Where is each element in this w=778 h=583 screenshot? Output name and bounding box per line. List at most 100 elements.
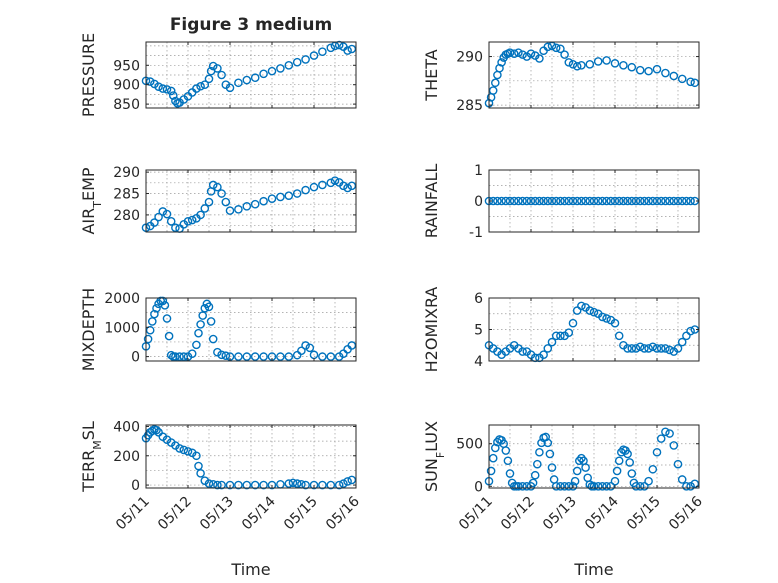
data-point: [585, 306, 595, 315]
data-point: [497, 196, 506, 206]
data-point: [267, 194, 277, 203]
data-point: [162, 85, 172, 94]
data-point: [686, 77, 695, 87]
data-point: [648, 196, 658, 206]
x-axis-label-right: Time: [573, 560, 613, 579]
data-point: [682, 196, 691, 206]
data-point: [526, 49, 536, 58]
data-point: [318, 352, 327, 361]
x-axis-label-left: Time: [230, 560, 270, 579]
data-point: [334, 480, 344, 490]
data-point: [145, 77, 155, 86]
data-point: [330, 176, 340, 185]
data-point: [326, 480, 336, 490]
y-tick-label: 850: [113, 97, 140, 113]
data-point: [575, 456, 584, 466]
data-point: [154, 82, 163, 91]
data-point: [297, 346, 306, 356]
data-point: [564, 58, 574, 67]
data-point: [602, 314, 611, 323]
data-point: [347, 475, 357, 485]
data-point: [301, 341, 310, 350]
y-tick-label: 285: [113, 187, 140, 203]
data-point: [276, 352, 285, 361]
data-point: [614, 196, 624, 206]
data-point: [572, 306, 582, 315]
data-point: [221, 197, 231, 207]
y-tick-label: 5: [474, 323, 483, 339]
data-point: [644, 344, 653, 353]
series-markers: [141, 176, 357, 233]
data-point: [677, 196, 687, 206]
data-point: [213, 182, 222, 192]
data-point: [581, 196, 590, 206]
y-tick-label: 0: [131, 350, 140, 366]
y-axis-label: H2OMIXRA: [422, 287, 441, 373]
axes-box: [145, 424, 357, 489]
data-point: [669, 441, 679, 450]
data-point: [627, 62, 637, 72]
data-point: [589, 196, 599, 206]
subplot-2: 285 290 THETA: [422, 41, 700, 114]
data-point: [343, 46, 352, 55]
y-tick-label: 2000: [104, 291, 140, 307]
data-point: [162, 314, 172, 323]
data-point: [598, 481, 607, 491]
data-point: [560, 50, 569, 59]
y-tick-label: 4: [474, 354, 483, 370]
data-point: [627, 344, 637, 353]
data-point: [568, 318, 578, 328]
data-point: [213, 347, 222, 357]
data-point: [673, 344, 683, 353]
data-point: [656, 434, 666, 443]
data-point: [276, 192, 285, 202]
data-point: [677, 337, 687, 347]
y-tick-label: 285: [456, 98, 483, 114]
data-point: [640, 196, 649, 206]
data-point: [598, 196, 607, 206]
data-point: [318, 47, 327, 57]
data-point: [598, 312, 607, 322]
data-point: [339, 181, 348, 191]
data-point: [158, 207, 168, 216]
data-point: [213, 64, 222, 73]
data-point: [619, 60, 628, 70]
data-point: [208, 61, 218, 71]
data-point: [486, 466, 496, 476]
data-point: [533, 459, 542, 469]
data-point: [171, 352, 180, 361]
data-point: [204, 74, 214, 84]
data-point: [192, 451, 201, 461]
data-point: [539, 350, 548, 360]
data-point: [640, 481, 649, 491]
data-point: [665, 196, 674, 206]
data-point: [158, 296, 168, 306]
subplot-1: 850 900 950 PRESSURE: [79, 33, 357, 117]
data-point: [347, 44, 357, 54]
data-point: [535, 54, 544, 63]
data-point: [577, 301, 586, 311]
data-point: [217, 480, 226, 490]
data-point: [635, 196, 645, 206]
data-point: [564, 481, 574, 491]
data-point: [259, 480, 268, 490]
data-point: [187, 215, 197, 225]
data-point: [551, 481, 561, 491]
data-point: [644, 66, 653, 76]
data-point: [577, 196, 586, 206]
data-point: [518, 481, 527, 491]
data-point: [301, 480, 310, 490]
data-point: [614, 331, 624, 341]
data-point: [493, 196, 502, 206]
data-point: [505, 196, 515, 206]
data-point: [556, 196, 565, 206]
data-point: [644, 196, 653, 206]
data-point: [547, 196, 557, 206]
data-point: [568, 60, 578, 69]
data-point: [175, 444, 184, 453]
data-point: [309, 51, 319, 60]
data-point: [623, 449, 632, 459]
data-point: [200, 303, 210, 313]
data-point: [665, 429, 674, 438]
series-markers: [141, 40, 357, 108]
